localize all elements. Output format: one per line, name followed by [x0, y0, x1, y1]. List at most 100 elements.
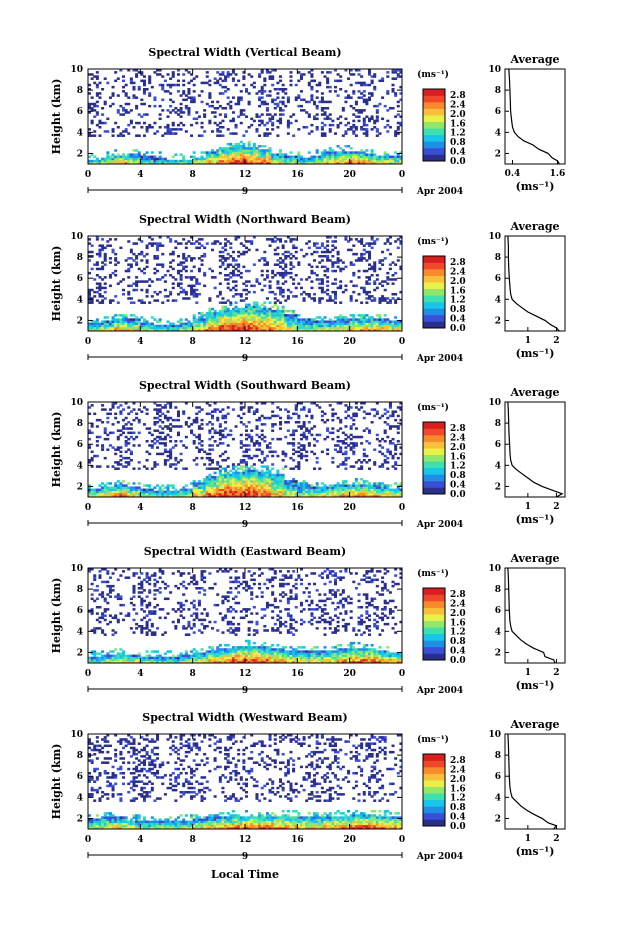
- heatmap-cell: [226, 309, 230, 313]
- heatmap-cell: [360, 490, 364, 494]
- heatmap-cell: [116, 448, 120, 451]
- heatmap-cell: [265, 109, 269, 112]
- heatmap-cell: [255, 149, 259, 152]
- heatmap-cell: [347, 240, 351, 243]
- heatmap-cell: [166, 115, 170, 118]
- heatmap-cell: [281, 478, 285, 481]
- heatmap-cell: [357, 488, 361, 492]
- heatmap-cell: [218, 490, 222, 494]
- heatmap-cell: [352, 244, 356, 247]
- heatmap-cell: [90, 494, 94, 498]
- heatmap-cell: [354, 322, 358, 326]
- heatmap-cell: [161, 265, 165, 269]
- heatmap-cell: [176, 159, 180, 163]
- heatmap-cell: [260, 324, 264, 328]
- heatmap-cell: [357, 81, 361, 85]
- heatmap-cell: [106, 324, 110, 328]
- heatmap-cell: [161, 427, 165, 430]
- heatmap-cell: [116, 429, 120, 432]
- heatmap-cell: [239, 309, 243, 313]
- heatmap-cell: [176, 293, 180, 296]
- heatmap-cell: [281, 318, 285, 321]
- heatmap-cell: [349, 433, 353, 437]
- heatmap-cell: [276, 157, 280, 161]
- heatmap-cell: [305, 437, 309, 441]
- heatmap-cell: [310, 490, 314, 494]
- heatmap-cell: [242, 324, 246, 328]
- heatmap-cell: [268, 157, 272, 161]
- heatmap-cell: [88, 92, 92, 95]
- heatmap-cell: [341, 322, 345, 326]
- heatmap-cell: [239, 467, 243, 470]
- heatmap-cell: [354, 238, 358, 241]
- heatmap-cell: [200, 134, 204, 137]
- heatmap-cell: [336, 482, 340, 485]
- heatmap-cell: [171, 492, 175, 496]
- heatmap-cell: [250, 305, 254, 309]
- heatmap-cell: [320, 282, 324, 285]
- heatmap-cell: [352, 73, 356, 76]
- heatmap-cell: [245, 155, 249, 159]
- heatmap-cell: [218, 77, 222, 80]
- heatmap-cell: [333, 155, 337, 159]
- heatmap-cell: [367, 282, 371, 285]
- heatmap-cell: [142, 406, 146, 409]
- heatmap-cell: [231, 467, 235, 470]
- heatmap-cell: [367, 316, 371, 319]
- heatmap-cell: [326, 427, 330, 430]
- heatmap-cell: [197, 480, 201, 483]
- heatmap-cell: [237, 255, 241, 258]
- heatmap-cell: [281, 314, 285, 317]
- heatmap-cell: [226, 147, 230, 150]
- heatmap-cell: [360, 326, 364, 330]
- heatmap-cell: [286, 255, 290, 258]
- heatmap-cell: [108, 261, 112, 264]
- heatmap-cell: [370, 117, 374, 121]
- heatmap-cell: [276, 328, 280, 332]
- heatmap-cell: [373, 85, 377, 89]
- heatmap-cell: [394, 293, 398, 296]
- heatmap-cell: [142, 322, 146, 326]
- heatmap-cell: [98, 81, 102, 85]
- heatmap-cell: [190, 155, 194, 159]
- heatmap-cell: [292, 312, 296, 315]
- heatmap-cell: [255, 303, 259, 307]
- heatmap-cell: [362, 244, 366, 247]
- heatmap-cell: [354, 324, 358, 328]
- heatmap-cell: [320, 482, 324, 485]
- heatmap-cell: [255, 159, 259, 163]
- heatmap-cell: [137, 490, 141, 494]
- profile-y-tick-label: 8: [495, 253, 501, 263]
- heatmap-cell: [265, 153, 269, 156]
- heatmap-cell: [184, 107, 188, 110]
- heatmap-cell: [357, 111, 361, 114]
- heatmap-cell: [323, 484, 327, 487]
- heatmap-cell: [365, 83, 369, 87]
- heatmap-cell: [286, 159, 290, 163]
- heatmap-cell: [224, 478, 228, 481]
- heatmap-cell: [208, 488, 212, 492]
- heatmap-cell: [305, 111, 309, 114]
- heatmap-cell: [320, 132, 324, 135]
- heatmap-cell: [279, 75, 283, 78]
- heatmap-cell: [200, 263, 204, 266]
- heatmap-cell: [190, 326, 194, 330]
- heatmap-cell: [182, 161, 186, 165]
- heatmap-cell: [247, 159, 251, 163]
- heatmap-cell: [156, 452, 160, 456]
- heatmap-cell: [258, 307, 262, 311]
- heatmap-cell: [318, 316, 322, 319]
- heatmap-cell: [373, 280, 377, 283]
- heatmap-cell: [265, 263, 269, 266]
- heatmap-cell: [367, 318, 371, 321]
- heatmap-cell: [297, 416, 301, 420]
- y-tick-label: 10: [70, 232, 83, 242]
- heatmap-cell: [265, 444, 269, 447]
- heatmap-cell: [344, 96, 348, 99]
- heatmap-cell: [210, 467, 214, 470]
- heatmap-cell: [265, 473, 269, 477]
- heatmap-cell: [268, 149, 272, 152]
- heatmap-cell: [111, 134, 115, 137]
- heatmap-cell: [148, 494, 152, 498]
- heatmap-cell: [367, 71, 371, 74]
